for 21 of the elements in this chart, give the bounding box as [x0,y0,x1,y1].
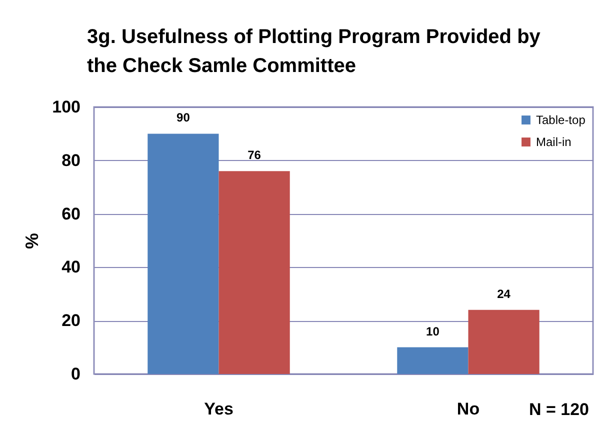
bar [148,134,219,374]
legend-label: Table-top [536,113,586,127]
x-tick-label: No [456,400,480,418]
x-tick-label: Yes [204,400,234,418]
text: N = 120 [528,400,590,419]
y-tick-label: 60 [62,204,80,224]
legend-label: Mail-in [536,135,572,149]
bar [218,171,290,374]
y-tick-label: 80 [62,150,80,170]
data-label: 90 [176,110,190,125]
y-axis-title: % [22,232,42,250]
data-label: 24 [497,286,511,301]
bar [468,310,540,374]
data-label: 76 [248,148,262,162]
bar [397,347,468,374]
y-tick-label: 100 [52,98,80,116]
chart-title: 3g. Usefulness of Plotting Program Provided by the Check Samle Committee [87,26,542,77]
data-label: 10 [426,324,440,338]
y-tick-label: 0 [71,364,80,384]
y-tick-label: 20 [62,311,80,330]
y-tick-label: 40 [62,258,80,277]
